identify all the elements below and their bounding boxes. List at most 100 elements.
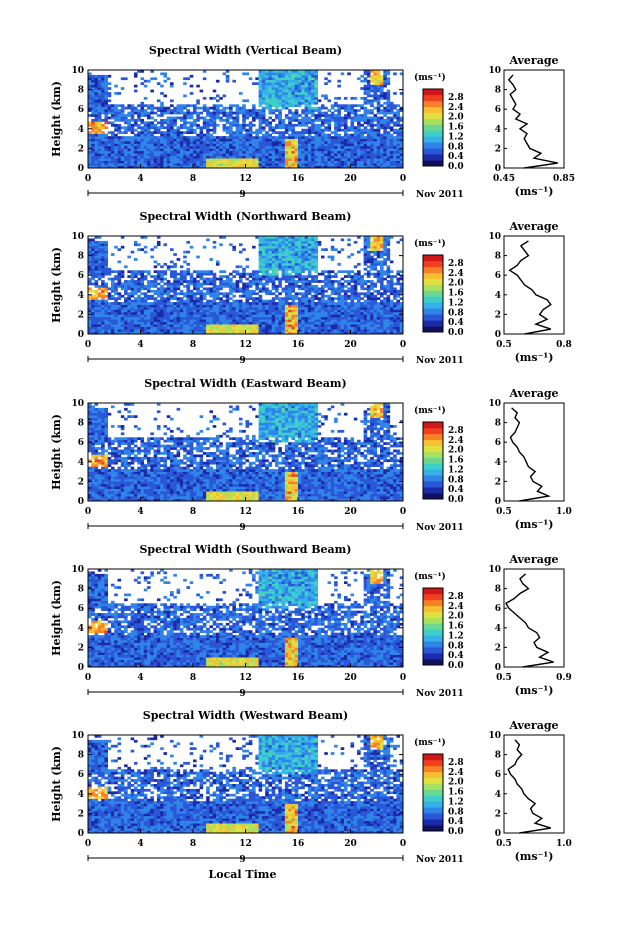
heatmap-cell [284, 243, 289, 247]
heatmap-cell [275, 106, 279, 110]
heatmap-cell [340, 277, 345, 281]
heatmap-cell [278, 277, 282, 281]
heatmap-cell [127, 294, 131, 298]
heatmap-cell [143, 331, 148, 335]
heatmap-cell [206, 163, 210, 166]
heatmap-cell [258, 282, 263, 286]
heatmap-cell [268, 148, 273, 152]
heatmap-cell [196, 119, 200, 122]
heatmap-cell [101, 163, 105, 166]
heatmap-cell [337, 143, 341, 147]
heatmap-cell [334, 128, 338, 132]
heatmap-cell [229, 316, 233, 320]
heatmap-cell [327, 326, 332, 330]
heatmap-cell [242, 150, 246, 154]
heatmap-cell [133, 160, 138, 164]
heatmap-cell [133, 331, 138, 335]
heatmap-cell [140, 270, 145, 274]
heatmap-cell [186, 163, 191, 166]
heatmap-cell [343, 292, 348, 296]
heatmap-cell [212, 324, 217, 327]
heatmap-cell [278, 307, 282, 310]
heatmap-cell [193, 111, 197, 115]
heatmap-cell [170, 307, 174, 310]
heatmap-cell [245, 163, 250, 166]
avg-frame [503, 69, 565, 169]
heatmap-cell [97, 255, 102, 259]
heatmap-cell [284, 155, 289, 159]
heatmap-cell [327, 123, 332, 127]
heatmap-cell [304, 275, 309, 278]
heatmap-cell [261, 316, 266, 320]
heatmap-cell [284, 314, 289, 318]
heatmap-cell [320, 131, 325, 134]
heatmap-cell [160, 160, 164, 164]
heatmap-cell [219, 311, 223, 315]
heatmap-cell [363, 70, 368, 73]
heatmap-cell [189, 128, 194, 132]
heatmap-cell [275, 79, 279, 83]
heatmap-cell [88, 255, 92, 259]
heatmap-cell [199, 136, 204, 139]
heatmap-cell [271, 260, 276, 264]
heatmap-cell [340, 128, 345, 132]
heatmap-cell [160, 165, 164, 169]
heatmap-cell [156, 294, 161, 298]
heatmap-cell [245, 329, 250, 332]
heatmap-cell [298, 145, 302, 149]
heatmap-cell [311, 136, 315, 139]
heatmap-cell [389, 116, 394, 120]
heatmap-cell [252, 272, 256, 276]
heatmap-cell [189, 92, 194, 95]
heatmap-cell [140, 275, 145, 278]
heatmap-cell [94, 143, 99, 147]
heatmap-cell [176, 297, 181, 300]
heatmap-cell [163, 314, 168, 318]
heatmap-cell [261, 145, 266, 149]
colorbar-segment [423, 136, 443, 143]
heatmap-cell [150, 255, 154, 259]
heatmap-cell [114, 141, 118, 144]
heatmap-cell [219, 109, 223, 112]
heatmap-cell [189, 275, 194, 278]
heatmap-cell [245, 141, 250, 144]
heatmap-cell [117, 321, 122, 325]
heatmap-cell [340, 311, 345, 315]
heatmap-cell [153, 131, 158, 134]
heatmap-cell [193, 270, 197, 274]
heatmap-cell [91, 131, 95, 134]
heatmap-cell [350, 133, 355, 137]
heatmap-cell [261, 319, 266, 323]
heatmap-cell [94, 150, 99, 154]
heatmap-cell [271, 111, 276, 115]
heatmap-cell [301, 74, 305, 78]
heatmap-cell [304, 307, 309, 310]
heatmap-cell [271, 101, 276, 105]
heatmap-cell [189, 158, 194, 161]
heatmap-cell [252, 307, 256, 310]
heatmap-cell [320, 158, 325, 161]
heatmap-cell [265, 87, 269, 90]
heatmap-cell [304, 297, 309, 300]
heatmap-cell [261, 307, 266, 310]
heatmap-cell [268, 302, 273, 305]
heatmap-cell [327, 311, 332, 315]
heatmap-cell [160, 294, 164, 298]
heatmap-cell [94, 294, 99, 298]
heatmap-cell [324, 136, 328, 139]
heatmap-cell [373, 163, 378, 166]
heatmap-cell [261, 314, 266, 318]
heatmap-cell [383, 148, 387, 152]
heatmap-cell [291, 138, 296, 142]
heatmap-cell [383, 72, 387, 76]
heatmap-cell [311, 280, 315, 283]
heatmap-cell [91, 148, 95, 152]
heatmap-cell [215, 292, 220, 296]
heatmap-cell [88, 165, 92, 169]
heatmap-cell [97, 136, 102, 139]
heatmap-cell [314, 92, 318, 95]
heatmap-cell [258, 270, 263, 274]
heatmap-cell [186, 121, 191, 125]
heatmap-cell [340, 104, 345, 108]
heatmap-cell [307, 84, 312, 88]
